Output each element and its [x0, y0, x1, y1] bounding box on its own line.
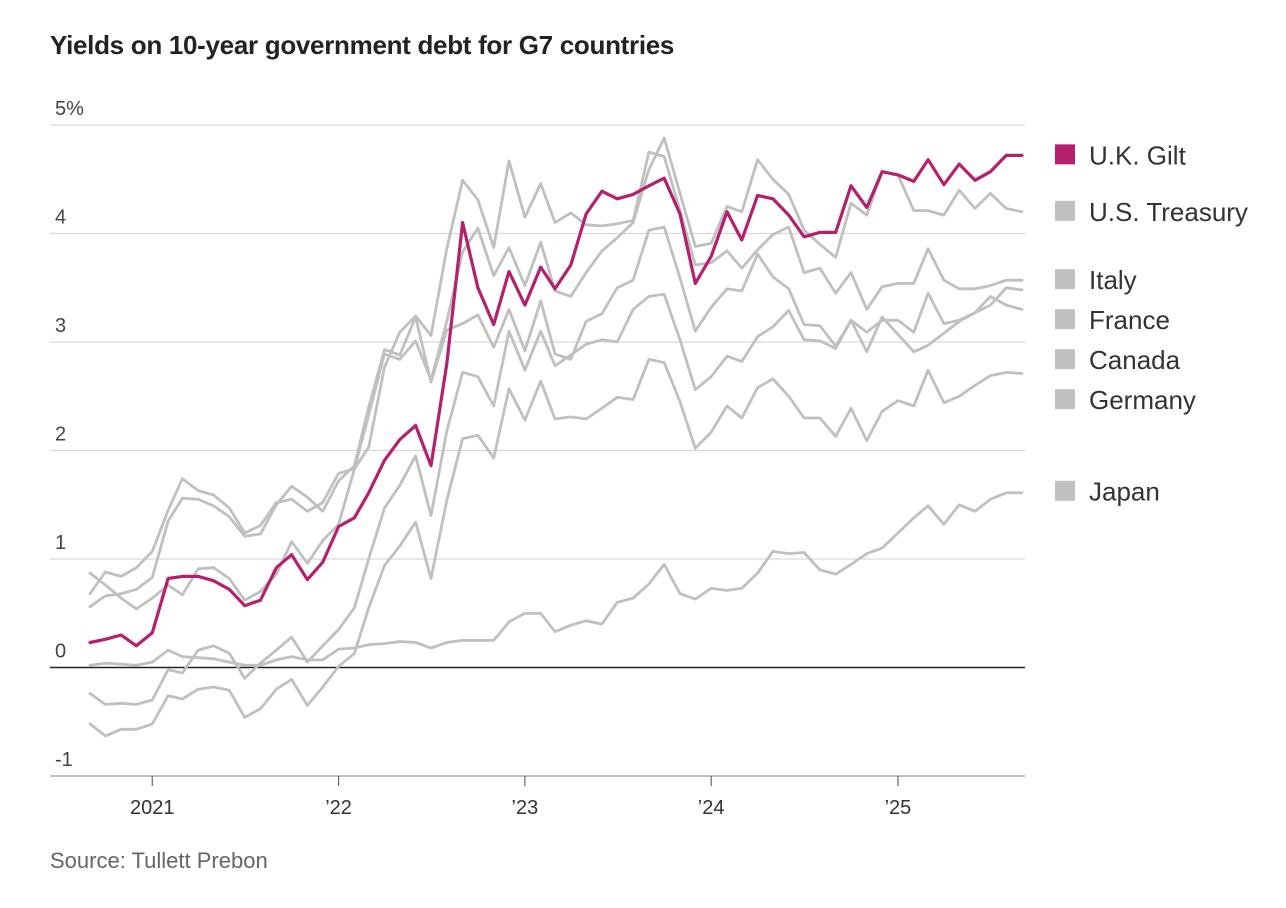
series-line-france: [88, 286, 1024, 706]
x-tick-label: ’23: [512, 797, 539, 819]
y-tick-label: -1: [55, 749, 73, 771]
y-axis-ticks: 5% 4 3 2 1 0 -1: [55, 98, 84, 771]
legend-item-u-s-treasury: U.S. Treasury: [1055, 197, 1248, 227]
legend-label: Germany: [1089, 385, 1196, 415]
y-tick-label: 0: [55, 641, 66, 663]
x-tick-label: 2021: [130, 797, 175, 819]
line-chart: 5% 4 3 2 1 0 -1 2021 ’22 ’23 ’24 ’25 U.K. Gilt U.S.…: [50, 98, 1248, 819]
legend-item-japan: Japan: [1055, 477, 1160, 507]
series-line-u-k-gilt: [88, 153, 1024, 648]
y-tick-label: 2: [55, 424, 66, 446]
legend-label: Canada: [1089, 345, 1181, 375]
legend-label: Japan: [1089, 477, 1160, 507]
legend-item-italy: Italy: [1055, 265, 1137, 295]
legend-label: U.S. Treasury: [1089, 197, 1248, 227]
y-tick-label: 4: [55, 207, 66, 229]
legend: U.K. Gilt U.S. Treasury Italy France Canada G…: [1055, 140, 1248, 507]
grid-lines: [50, 124, 1025, 669]
series-lines: [88, 136, 1024, 738]
legend-swatch: [1055, 269, 1075, 290]
legend-swatch: [1055, 200, 1075, 221]
legend-item-france: France: [1055, 305, 1170, 335]
chart-title: Yields on 10-year government debt for G7…: [50, 30, 675, 60]
legend-swatch: [1055, 309, 1075, 330]
legend-swatch: [1055, 144, 1075, 165]
y-tick-label: 5%: [55, 98, 84, 120]
legend-swatch: [1055, 389, 1075, 410]
x-axis: 2021 ’22 ’23 ’24 ’25: [50, 775, 1025, 819]
y-tick-label: 1: [55, 532, 66, 554]
y-tick-label: 3: [55, 315, 66, 337]
legend-label: France: [1089, 305, 1170, 335]
x-tick-label: ’22: [325, 797, 352, 819]
series-line-germany: [88, 357, 1024, 738]
series-line-italy: [88, 150, 1024, 611]
x-tick-label: ’25: [885, 797, 912, 819]
series-line-u-s-treasury: [88, 136, 1024, 596]
source-note: Source: Tullett Prebon: [50, 848, 268, 873]
x-tick-label: ’24: [698, 797, 725, 819]
legend-label: Italy: [1089, 265, 1137, 295]
legend-swatch: [1055, 349, 1075, 370]
legend-item-canada: Canada: [1055, 345, 1181, 375]
legend-item-germany: Germany: [1055, 385, 1196, 415]
legend-item-u-k-gilt: U.K. Gilt: [1055, 140, 1187, 170]
series-line-japan: [88, 491, 1024, 667]
legend-swatch: [1055, 480, 1075, 501]
legend-label: U.K. Gilt: [1089, 140, 1187, 170]
series-line-canada: [88, 225, 1024, 609]
